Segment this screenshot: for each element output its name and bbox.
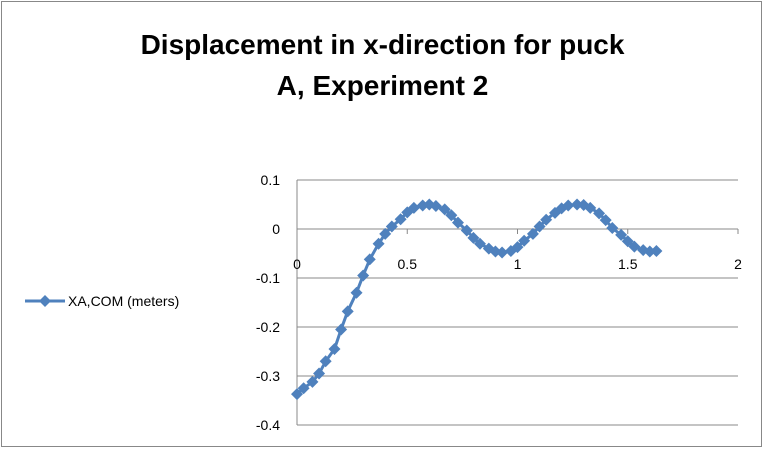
data-point [628,240,641,253]
chart-title-line-2: A, Experiment 2 [276,70,489,101]
data-point [615,228,628,241]
data-point [593,207,606,220]
data-point [571,198,584,211]
data-point [328,343,341,356]
data-point [407,201,420,214]
legend-marker [39,295,51,307]
data-point [621,235,634,248]
data-point [319,355,332,368]
x-tick-label: 1 [514,256,522,272]
x-tick-label: 0.5 [398,256,418,272]
data-point [533,220,546,233]
data-point [438,203,451,216]
data-point [650,245,663,258]
series-line [296,203,657,396]
data-point [584,201,597,214]
legend-label: XA,COM (meters) [68,293,179,309]
data-point [489,245,502,258]
data-point [372,237,385,250]
data-point [599,214,612,227]
gridlines [297,179,738,426]
data-point [350,286,363,299]
data-point [643,245,656,258]
axes [296,180,739,425]
data-point [518,234,531,247]
data-point [341,305,354,318]
data-point [445,209,458,222]
data-point [306,375,319,388]
y-tick-label: 0.1 [261,172,281,188]
x-tick-label: 2 [734,256,742,272]
y-tick-label: -0.4 [256,417,280,433]
tick-labels: 0.1 0 -0.1 -0.2 -0.3 -0.4 0 0.5 1 1.5 2 [256,172,742,433]
data-point [606,222,619,235]
y-tick-label: -0.2 [256,319,280,335]
data-point [335,323,348,336]
x-tick-label: 0 [293,256,301,272]
series-layer [291,198,663,401]
chart-title-line-1: Displacement in x-direction for puck [140,29,625,60]
data-point [379,227,392,240]
y-tick-label: -0.3 [256,368,280,384]
data-point [467,231,480,244]
data-point [357,269,370,282]
data-point [394,213,407,226]
data-point [526,227,539,240]
data-point [313,367,326,380]
data-point [451,216,464,229]
chart-title: Displacement in x-direction for puck A, … [0,24,765,106]
data-point [540,213,553,226]
x-tick-label: 1.5 [618,256,638,272]
legend: XA,COM (meters) [25,293,179,309]
data-point [291,388,303,401]
data-point [511,241,524,254]
data-point [474,237,487,250]
data-point [460,224,473,237]
data-point [363,253,376,266]
data-point [297,382,310,395]
data-point [562,199,575,212]
data-point [385,220,398,233]
y-tick-label: -0.1 [256,270,280,286]
y-tick-label: 0 [272,221,280,237]
data-point [496,246,509,259]
data-point [429,199,442,212]
